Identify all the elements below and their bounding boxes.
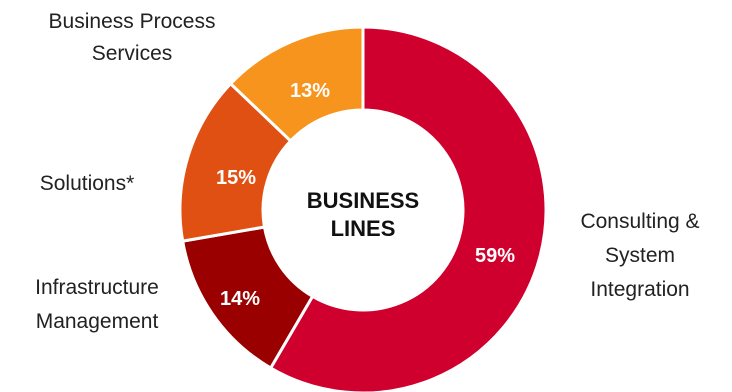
category-label-consulting-line-1: Consulting & [580, 210, 699, 233]
category-label-business-process-line-1: Business Process [49, 10, 216, 33]
pct-label-business-process: 13% [290, 80, 330, 102]
category-labels: Consulting & System Integration Infrastruct… [35, 10, 699, 333]
category-label-consulting-line-2: System [605, 244, 675, 267]
category-label-solutions: Solutions* [40, 172, 135, 195]
category-label-consulting: Consulting & System Integration [580, 210, 699, 301]
slice-business-process [228, 25, 365, 144]
pct-label-solutions: 15% [216, 167, 256, 189]
category-label-consulting-line-3: Integration [590, 278, 689, 301]
category-label-infrastructure: Infrastructure Management [35, 276, 159, 333]
center-label-line-1: BUSINESS [307, 188, 419, 213]
category-label-business-process: Business Process Services [49, 10, 216, 65]
percentage-labels: 59% 14% 15% 13% [216, 80, 515, 310]
center-label-line-2: LINES [331, 216, 396, 241]
donut-slices [178, 25, 548, 392]
category-label-infrastructure-line-2: Management [36, 310, 159, 333]
center-label: BUSINESS LINES [307, 188, 419, 241]
category-label-business-process-line-2: Services [92, 42, 173, 65]
pct-label-consulting: 59% [475, 245, 515, 267]
pct-label-infrastructure: 14% [220, 288, 260, 310]
category-label-solutions-line-1: Solutions* [40, 172, 135, 195]
category-label-infrastructure-line-1: Infrastructure [35, 276, 159, 299]
slice-consulting [268, 25, 548, 392]
